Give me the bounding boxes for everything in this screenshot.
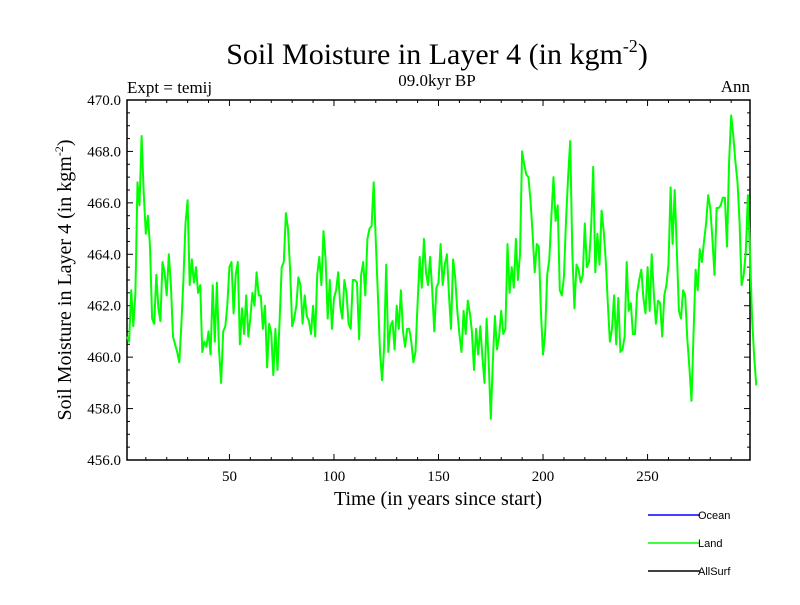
- subtitle-center: 09.0kyr BP: [398, 71, 475, 90]
- y-axis-label-close: ): [54, 139, 76, 146]
- legend-label-ocean: Ocean: [698, 510, 730, 522]
- y-tick-label: 468.0: [87, 144, 121, 160]
- chart-title-main: Soil Moisture in Layer 4 (in kgm: [226, 38, 623, 71]
- y-tick-label: 470.0: [87, 93, 121, 109]
- y-tick-label: 456.0: [87, 453, 121, 469]
- x-axis: 50 100 150 200 250: [145, 100, 732, 485]
- x-tick-label: 100: [323, 469, 346, 485]
- series-line-land: [126, 114, 758, 420]
- y-tick-label: 466.0: [87, 196, 121, 212]
- series-layer: [126, 114, 758, 420]
- y-axis-label-main: Soil Moisture in Layer 4 (in kgm: [54, 156, 76, 421]
- y-tick-label: 464.0: [87, 247, 121, 263]
- y-tick-label: 458.0: [87, 402, 121, 418]
- chart-title: Soil Moisture in Layer 4 (in kgm-2): [226, 36, 648, 71]
- x-axis-label: Time (in years since start): [334, 488, 542, 510]
- x-tick-label: 250: [636, 469, 659, 485]
- x-tick-label: 150: [427, 469, 450, 485]
- chart-title-close: ): [638, 38, 648, 71]
- y-tick-label: 462.0: [87, 299, 121, 315]
- x-tick-label: 200: [532, 469, 555, 485]
- y-axis-label-superscript: -2: [52, 146, 66, 156]
- subtitle-left: Expt = temij: [127, 78, 212, 97]
- y-axis-label: Soil Moisture in Layer 4 (in kgm-2): [52, 139, 76, 420]
- legend-label-allsurf: AllSurf: [698, 566, 731, 578]
- legend-label-land: Land: [698, 538, 722, 550]
- subtitle-right: Ann: [721, 77, 751, 96]
- y-axis: 456.0 458.0 460.0 462.0 464.0 466.0 468.0 470.0: [87, 93, 750, 469]
- chart-title-superscript: -2: [623, 36, 638, 56]
- x-tick-label: 50: [222, 469, 237, 485]
- legend: Ocean Land AllSurf: [648, 510, 731, 578]
- y-tick-label: 460.0: [87, 350, 121, 366]
